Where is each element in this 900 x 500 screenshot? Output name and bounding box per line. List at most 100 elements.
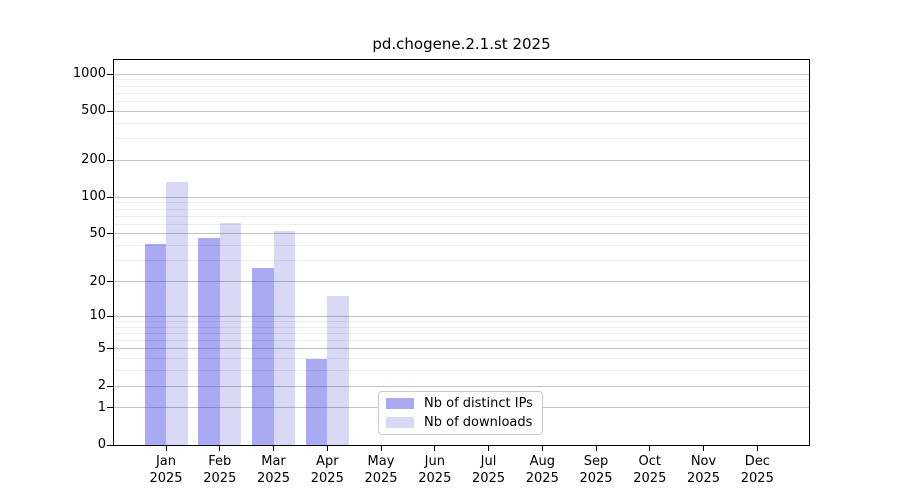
x-tick-year: 2025 xyxy=(740,471,774,486)
grid-layer xyxy=(114,60,809,445)
y-tick-label: 500 xyxy=(81,103,106,119)
gridline-major xyxy=(114,281,809,282)
legend-label-downloads: Nb of downloads xyxy=(424,414,533,430)
gridline-major xyxy=(114,233,809,235)
x-tick-label: Jan 2025 xyxy=(134,453,198,487)
gridline-minor xyxy=(114,223,809,225)
x-tick-year: 2025 xyxy=(525,471,559,486)
x-tick-year: 2025 xyxy=(364,471,398,486)
gridline-major xyxy=(114,348,809,350)
x-tick-mark xyxy=(273,445,274,451)
gridline-minor xyxy=(114,92,809,94)
gridline-major xyxy=(114,196,809,198)
bar-downloads-mar xyxy=(273,230,295,445)
gridline-minor xyxy=(114,85,809,87)
x-tick-month: Dec xyxy=(744,454,770,469)
x-tick-month: Mar xyxy=(261,454,286,469)
x-tick-mark xyxy=(488,445,489,451)
legend-entry-downloads: Nb of downloads xyxy=(386,415,538,431)
bar-distinct-ips-mar xyxy=(252,268,274,445)
x-tick-mark xyxy=(434,445,436,451)
gridline-minor xyxy=(114,138,809,140)
x-tick-label: Sep 2025 xyxy=(564,453,628,487)
x-tick-mark xyxy=(703,445,704,451)
bar-downloads-apr xyxy=(327,296,349,445)
bars-layer xyxy=(114,60,809,445)
x-tick-label: Oct 2025 xyxy=(618,453,682,487)
y-tick-mark xyxy=(107,159,114,161)
gridline-minor xyxy=(114,358,809,360)
y-tick-label: 100 xyxy=(81,189,106,205)
bar-distinct-ips-apr xyxy=(305,358,328,445)
x-tick-year: 2025 xyxy=(256,471,291,486)
gridline-minor xyxy=(114,202,809,204)
x-tick-mark xyxy=(649,445,651,451)
x-tick-month: Jun xyxy=(424,454,445,469)
y-tick-label: 1000 xyxy=(72,66,106,82)
gridline-major xyxy=(114,159,809,161)
bar-distinct-ips-jan xyxy=(144,244,166,445)
x-tick-label: Jun 2025 xyxy=(403,453,467,487)
x-tick-month: Nov xyxy=(690,454,717,469)
y-tick-mark xyxy=(107,233,114,235)
y-tick-mark xyxy=(107,281,114,282)
y-tick-mark xyxy=(107,407,114,409)
bar-downloads-jan xyxy=(166,181,188,445)
x-tick-mark xyxy=(326,445,328,451)
x-tick-year: 2025 xyxy=(579,471,613,486)
y-tick-mark xyxy=(107,385,114,387)
x-tick-mark xyxy=(219,445,221,451)
gridline-minor xyxy=(114,260,809,262)
x-tick-year: 2025 xyxy=(149,471,183,486)
y-tick-mark xyxy=(107,73,114,75)
x-tick-month: Sep xyxy=(583,454,609,469)
x-tick-month: May xyxy=(367,454,395,469)
gridline-minor xyxy=(114,208,809,210)
x-tick-year: 2025 xyxy=(686,471,721,486)
y-tick-label: 20 xyxy=(89,273,106,289)
x-tick-label: Jul 2025 xyxy=(457,453,521,487)
gridline-minor xyxy=(114,215,809,217)
x-tick-month: Apr xyxy=(316,454,339,469)
x-tick-mark xyxy=(165,445,167,451)
gridline-minor xyxy=(114,320,809,322)
x-tick-mark xyxy=(541,445,543,451)
gridline-minor xyxy=(114,122,809,124)
bar-distinct-ips-feb xyxy=(198,238,220,445)
x-tick-label: Nov 2025 xyxy=(672,453,736,487)
bar-downloads-feb xyxy=(219,222,242,445)
legend-swatch-downloads xyxy=(386,417,414,428)
legend-entry-distinct-ips: Nb of distinct IPs xyxy=(386,396,538,412)
x-tick-month: Oct xyxy=(638,454,662,469)
x-tick-year: 2025 xyxy=(310,471,344,486)
y-tick-label: 200 xyxy=(81,152,106,168)
gridline-minor xyxy=(114,79,809,81)
x-tick-mark xyxy=(595,445,597,451)
gridline-minor xyxy=(114,332,809,334)
x-tick-label: Aug 2025 xyxy=(510,453,574,487)
y-tick-label: 2 xyxy=(97,378,106,393)
x-tick-month: Aug xyxy=(529,454,555,469)
y-tick-label: 1 xyxy=(97,399,106,415)
x-tick-label: Apr 2025 xyxy=(295,453,359,487)
y-tick-label: 50 xyxy=(89,225,106,241)
x-tick-label: Dec 2025 xyxy=(725,453,789,487)
x-tick-label: Feb 2025 xyxy=(188,453,252,487)
gridline-minor xyxy=(114,326,809,328)
gridline-minor xyxy=(114,245,809,247)
x-tick-mark xyxy=(756,445,758,451)
x-tick-month: Jan xyxy=(155,454,177,469)
gridline-minor xyxy=(114,370,809,372)
y-tick-mark xyxy=(107,348,114,350)
x-tick-label: Mar 2025 xyxy=(242,453,306,487)
y-tick-mark xyxy=(107,196,114,198)
y-tick-mark xyxy=(107,110,114,112)
y-tick-label: 5 xyxy=(97,340,106,356)
gridline-major xyxy=(114,385,809,387)
x-tick-year: 2025 xyxy=(633,471,667,486)
y-tick-mark xyxy=(107,315,114,317)
gridline-major xyxy=(114,315,809,317)
x-tick-mark xyxy=(380,445,382,451)
x-tick-month: Feb xyxy=(208,454,232,469)
